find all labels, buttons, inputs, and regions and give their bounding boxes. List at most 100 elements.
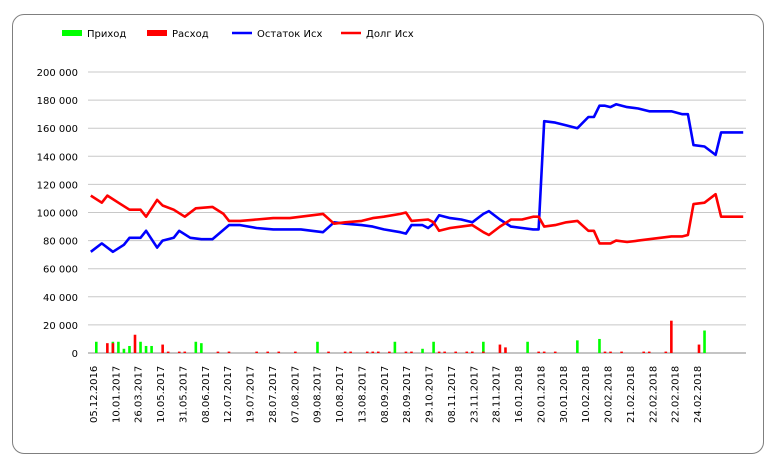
x-tick-label: 23.11.2017 <box>469 366 480 423</box>
bar <box>454 351 458 353</box>
bar <box>576 340 579 353</box>
bar <box>437 351 441 353</box>
y-tick-label: 60 000 <box>43 265 78 276</box>
bar <box>404 351 408 353</box>
x-tick-label: 09.08.2017 <box>313 366 324 423</box>
bar <box>200 343 203 353</box>
x-tick-label: 12.07.2017 <box>223 366 234 423</box>
bar <box>266 351 270 353</box>
x-tick-label: 19.07.2017 <box>246 366 257 423</box>
bar <box>504 347 507 353</box>
bar <box>122 348 126 353</box>
y-tick-label: 160 000 <box>37 124 78 135</box>
bar <box>150 345 153 353</box>
x-tick-label: 10.05.2017 <box>156 366 167 423</box>
bar <box>161 344 164 353</box>
y-axis: 0 20 000 40 000 60 000 80 000 100 000 120 000 1… <box>37 68 78 360</box>
bar <box>465 351 469 353</box>
y-tick-label: 200 000 <box>37 68 78 79</box>
bar <box>388 351 391 353</box>
bar <box>376 351 380 353</box>
x-tick-label: 10.01.2017 <box>111 366 122 423</box>
bar <box>470 351 474 353</box>
bar <box>128 345 131 353</box>
bar <box>697 344 701 353</box>
bar <box>603 351 607 353</box>
bar <box>598 338 601 353</box>
series-line <box>90 192 744 245</box>
x-tick-label: 28.09.2017 <box>402 366 413 423</box>
bar <box>365 351 369 353</box>
bars <box>94 320 706 353</box>
bar <box>111 343 115 353</box>
x-tick-label: 08.11.2017 <box>447 366 458 423</box>
bar <box>316 341 319 353</box>
x-tick-label: 28.11.2017 <box>492 366 503 423</box>
x-tick-label: 07.08.2017 <box>290 366 301 423</box>
y-tick-label: 180 000 <box>37 96 78 107</box>
y-tick-label: 80 000 <box>43 237 78 248</box>
legend-label: Остаток Исх <box>257 29 322 40</box>
x-tick-label: 16.01.2018 <box>514 366 525 423</box>
bar <box>432 341 435 353</box>
x-tick-label: 29.10.2017 <box>425 366 436 423</box>
bar <box>343 351 347 353</box>
x-tick-label: 20.01.2018 <box>536 366 547 423</box>
bar <box>133 334 137 353</box>
bar <box>216 351 220 353</box>
x-tick-label: 30.01.2018 <box>559 366 570 423</box>
bar <box>482 341 485 353</box>
x-axis: 05.12.2016 10.01.2017 26.03.2017 10.05.2017… <box>89 366 704 423</box>
bar <box>166 351 170 353</box>
x-tick-label: 28.07.2017 <box>268 366 279 423</box>
bar <box>227 351 231 353</box>
y-tick-label: 140 000 <box>37 152 78 163</box>
chart-frame <box>12 14 764 454</box>
series-line <box>90 103 744 254</box>
bar <box>144 345 148 353</box>
x-tick-label: 24.02.2018 <box>693 366 704 423</box>
x-tick-label: 10.02.2018 <box>581 366 592 423</box>
bar <box>647 351 651 353</box>
x-tick-label: 20.02.2018 <box>604 366 615 423</box>
bar <box>542 351 546 353</box>
bar <box>139 341 142 353</box>
lines <box>90 103 744 254</box>
bar <box>526 341 529 353</box>
bar <box>537 351 540 353</box>
bar <box>277 351 281 353</box>
legend-label: Расход <box>172 29 209 40</box>
bar <box>410 351 413 353</box>
bar <box>177 351 181 353</box>
x-tick-label: 26.03.2017 <box>134 366 145 423</box>
bar <box>642 351 646 353</box>
y-tick-label: 40 000 <box>43 293 78 304</box>
bar <box>393 341 397 353</box>
legend: Приход Расход Остаток Исх Долг Исх <box>62 29 414 40</box>
x-tick-label: 05.12.2016 <box>89 366 100 423</box>
bar <box>703 330 706 353</box>
bar <box>117 341 120 353</box>
bar <box>327 351 330 353</box>
bar <box>421 348 424 353</box>
y-tick-label: 100 000 <box>37 209 78 220</box>
legend-label: Приход <box>87 29 126 40</box>
bar <box>498 344 502 353</box>
bar <box>94 341 98 353</box>
x-tick-label: 31.05.2017 <box>178 366 189 423</box>
x-tick-label: 21.02.2018 <box>626 366 637 423</box>
y-tick-label: 20 000 <box>43 321 78 332</box>
legend-swatch <box>62 30 82 36</box>
x-tick-label: 22.02.2018 <box>671 366 682 423</box>
bar <box>371 351 375 353</box>
x-tick-label: 08.09.2017 <box>380 366 391 423</box>
x-tick-label: 08.06.2017 <box>201 366 212 423</box>
y-tick-label: 120 000 <box>37 180 78 191</box>
bar <box>349 351 352 353</box>
legend-label: Долг Исх <box>366 29 414 40</box>
gridlines <box>88 71 746 354</box>
bar <box>670 320 673 353</box>
y-tick-label: 0 <box>72 349 78 360</box>
bar <box>294 351 297 353</box>
